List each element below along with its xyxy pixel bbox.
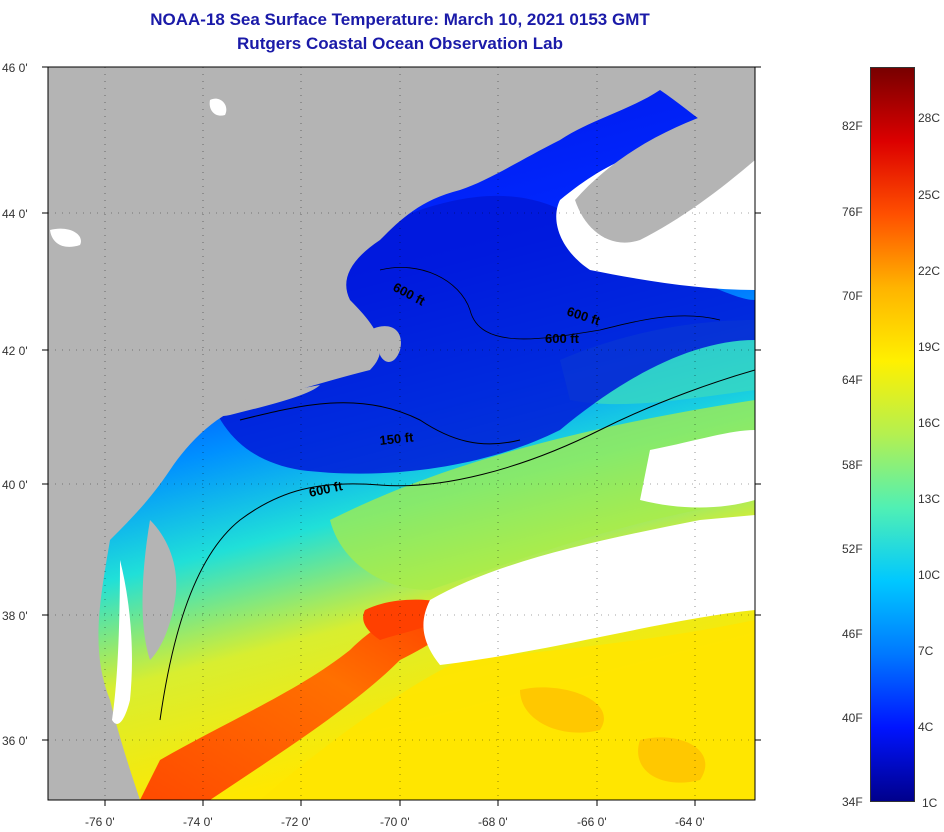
cloud-east	[640, 430, 755, 508]
colorbar-c-label: 19C	[918, 340, 941, 354]
land-mainland	[48, 67, 755, 800]
colorbar-f-label: 40F	[842, 711, 863, 725]
lon-label: -70 0'	[380, 815, 410, 829]
contour-600ft-gom	[379, 267, 721, 340]
warm-water-se	[260, 620, 755, 800]
cloud-lakes	[50, 98, 227, 247]
contour-600ft	[159, 369, 755, 721]
colorbar-c-label: 25C	[918, 188, 941, 202]
lat-label: 46 0'	[2, 61, 28, 75]
colorbar-f-label: 34F	[842, 795, 863, 809]
land-cape-cod	[370, 326, 401, 362]
colorbar-c-label: 7C	[918, 644, 934, 658]
lon-label: -72 0'	[281, 815, 311, 829]
contour-label: 150 ft	[379, 429, 415, 448]
contour-label: 600 ft	[545, 331, 580, 346]
colorbar-f-label: 82F	[842, 119, 863, 133]
colorbar-c-label: 4C	[918, 720, 934, 734]
colorbar-c-label: 10C	[918, 568, 941, 582]
cloud-band	[423, 515, 755, 665]
colorbar-c-label: 16C	[918, 416, 941, 430]
map-frame	[47, 66, 756, 801]
contour-150ft	[239, 402, 521, 445]
lon-label: -74 0'	[183, 815, 213, 829]
gulf-stream	[140, 600, 462, 800]
lat-label: 42 0'	[2, 344, 28, 358]
lat-label: 40 0'	[2, 478, 28, 492]
colorbar-c-label: 22C	[918, 264, 941, 278]
colorbar-f-label: 70F	[842, 289, 863, 303]
lon-label: -68 0'	[478, 815, 508, 829]
map-title: NOAA-18 Sea Surface Temperature: March 1…	[150, 10, 650, 29]
axis-ticks	[42, 66, 761, 806]
lat-label: 36 0'	[2, 734, 28, 748]
land-nova-scotia	[575, 100, 755, 243]
lat-label: 38 0'	[2, 609, 28, 623]
colorbar-f-label: 52F	[842, 542, 863, 556]
map-subtitle: Rutgers Coastal Ocean Observation Lab	[237, 34, 563, 53]
slope-water	[330, 400, 755, 590]
colorbar-c-label: 13C	[918, 492, 941, 506]
colorbar-c-label: 1C	[922, 796, 938, 810]
colorbar-f-label: 46F	[842, 627, 863, 641]
contour-label: 600 ft	[308, 478, 345, 500]
colorbar-c-label: 28C	[918, 111, 941, 125]
lon-label: -64 0'	[675, 815, 705, 829]
land-delmarva	[142, 520, 177, 660]
lon-label: -66 0'	[577, 815, 607, 829]
chesapeake-bay	[112, 560, 132, 724]
colorbar-f-label: 58F	[842, 458, 863, 472]
temperature-colorbar	[870, 67, 915, 802]
lon-label: -76 0'	[85, 815, 115, 829]
colorbar-f-label: 64F	[842, 373, 863, 387]
colorbar-f-label: 76F	[842, 205, 863, 219]
land-long-island	[200, 385, 320, 417]
warm-patches	[520, 687, 706, 783]
lat-label: 44 0'	[2, 207, 28, 221]
